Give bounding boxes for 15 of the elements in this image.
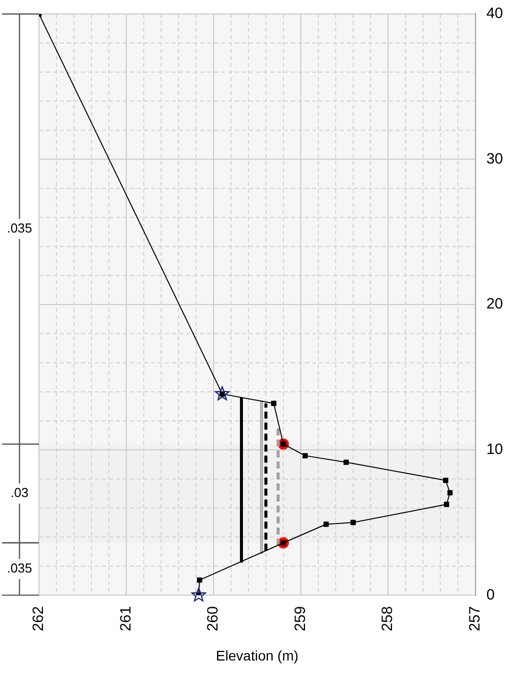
band-label: .03 [10,485,29,500]
y-tick-label: 0 [486,586,495,604]
x-tick-label: 261 [117,606,134,632]
x-axis-title: Elevation (m) [216,647,298,664]
band-label: .035 [6,220,32,236]
y-tick-label: 20 [486,296,504,313]
x-tick-label: 262 [30,606,48,632]
x-tick-label: 257 [466,606,484,632]
band-label: .035 [6,560,32,576]
x-tick-label: 259 [292,606,309,632]
y-tick-label: 30 [486,150,504,168]
y-tick-label: 10 [486,441,504,458]
x-tick-label: 260 [204,606,222,632]
y-tick-label: 40 [486,5,504,22]
x-tick-label: 258 [379,606,396,632]
